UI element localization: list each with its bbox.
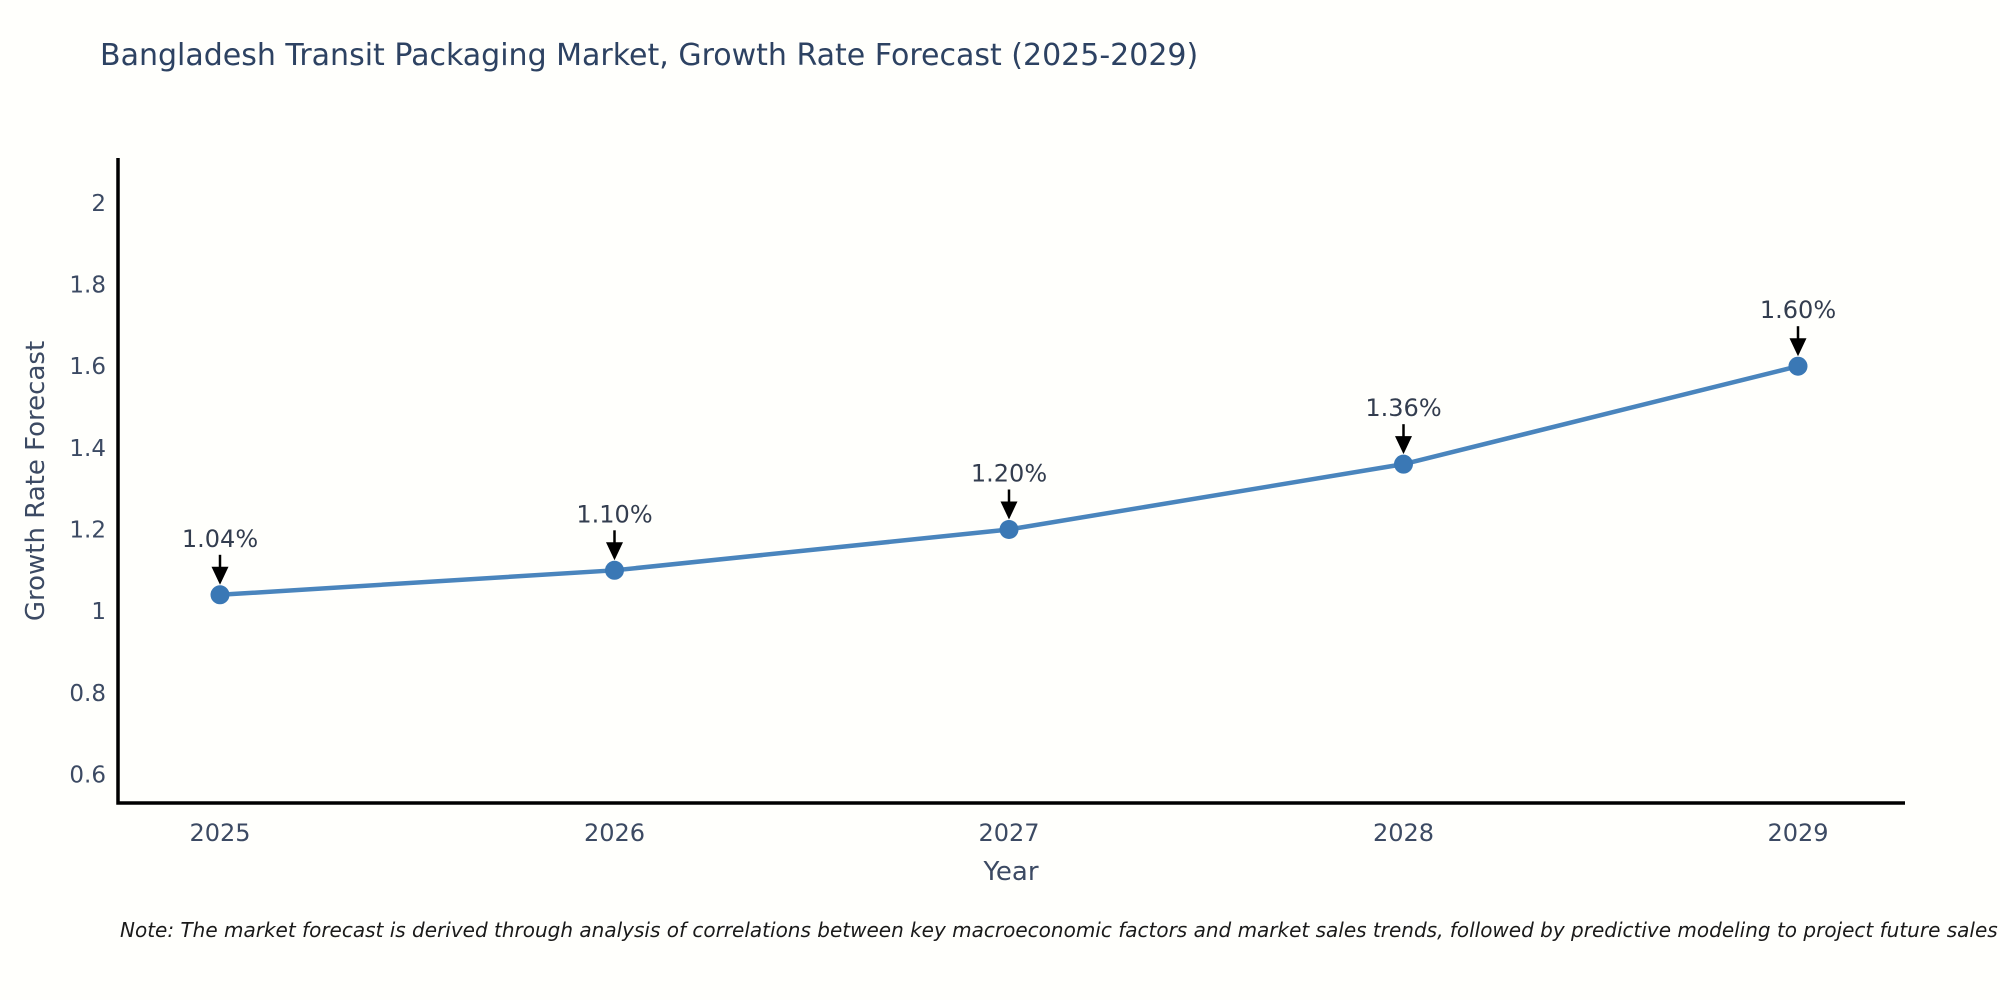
x-tick-label: 2025: [189, 819, 250, 847]
y-tick-label: 2: [91, 191, 106, 217]
data-point-marker: [999, 519, 1019, 539]
y-tick-label: 0.8: [69, 681, 106, 707]
y-tick-label: 0.6: [69, 762, 106, 788]
annotation-label: 1.36%: [1365, 394, 1441, 422]
x-tick-label: 2028: [1373, 819, 1434, 847]
chart-footnote: Note: The market forecast is derived thr…: [120, 918, 1998, 942]
chart-title: Bangladesh Transit Packaging Market, Gro…: [100, 38, 1199, 73]
annotation-label: 1.10%: [576, 500, 652, 528]
y-tick-label: 1.4: [69, 436, 106, 462]
data-point-marker: [210, 585, 230, 605]
data-point-marker: [605, 560, 624, 580]
x-tick-label: 2026: [584, 819, 645, 847]
annotation-arrow-head: [1395, 436, 1412, 455]
data-point-marker: [1788, 356, 1808, 376]
x-tick-label: 2029: [1767, 819, 1828, 847]
axis-spines: [116, 158, 1905, 805]
annotation-label: 1.20%: [971, 459, 1047, 487]
x-tick-label: 2027: [978, 819, 1039, 847]
annotation-label: 1.60%: [1760, 296, 1836, 324]
y-tick-label: 1.8: [69, 273, 106, 299]
annotation-arrow-head: [211, 566, 229, 585]
y-tick-label: 1.6: [69, 354, 106, 380]
x-axis-title: Year: [983, 857, 1039, 887]
data-point-marker: [1394, 454, 1413, 474]
y-tick-label: 1: [91, 599, 106, 625]
annotation-arrow-head: [1000, 501, 1018, 520]
annotation-label: 1.04%: [182, 525, 258, 553]
annotation-arrow-head: [606, 542, 623, 561]
annotation-arrow-head: [1789, 338, 1807, 357]
y-tick-label: 1.2: [69, 517, 106, 543]
